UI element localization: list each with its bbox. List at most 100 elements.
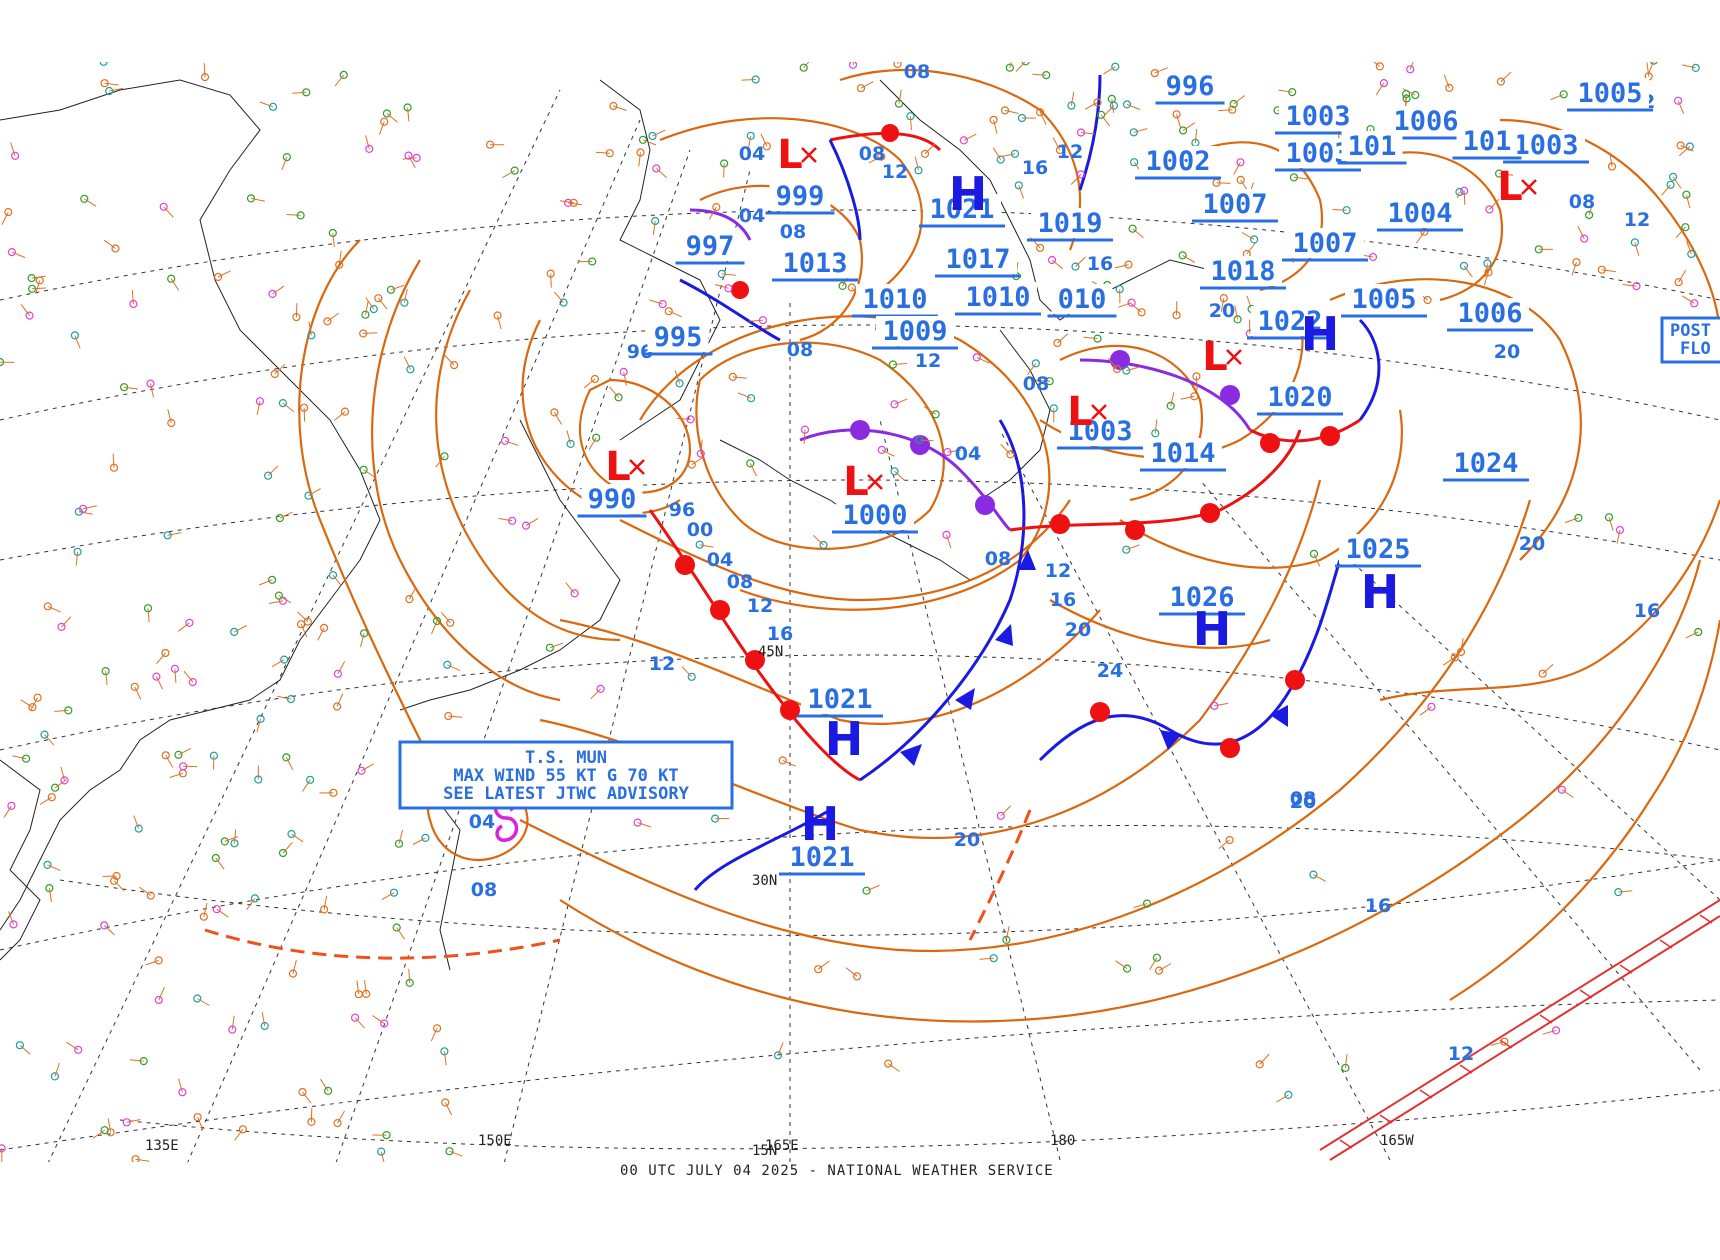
wind-barb [336, 693, 344, 707]
station-dot [1071, 262, 1080, 271]
wind-barb [292, 91, 307, 94]
low-center-symbol: L [1497, 164, 1523, 210]
station-dot [298, 1087, 307, 1097]
wind-barb [748, 319, 763, 322]
wind-barb [246, 898, 256, 910]
pressure-label: 1005 [1341, 284, 1427, 318]
svg-text:1025: 1025 [1345, 534, 1410, 565]
post-box-line-1: POST [1670, 321, 1711, 341]
pressure-label: 1000 [832, 500, 918, 534]
station-dot [324, 1086, 333, 1096]
wind-barb [1233, 95, 1246, 105]
wind-barb [708, 206, 717, 220]
wind-barb [737, 392, 752, 399]
station-dot [100, 921, 109, 930]
pressure-label: 1013 [772, 248, 858, 282]
svg-text:1017: 1017 [945, 244, 1010, 275]
pressure-label: 1021 [919, 194, 1005, 228]
station-dot [1456, 647, 1466, 657]
station-dot [1584, 210, 1594, 220]
station-dot [838, 281, 847, 290]
station-dot [1111, 62, 1120, 71]
wind-barb [291, 833, 304, 843]
station-dot [1500, 1037, 1509, 1046]
wind-barb [234, 1129, 244, 1141]
station-dot [1021, 62, 1030, 66]
svg-text:997: 997 [686, 231, 735, 262]
wind-barb [1601, 269, 1616, 273]
wind-barb [1680, 145, 1694, 152]
wind-barb [282, 842, 293, 854]
wind-barb [10, 142, 16, 156]
isobar-label: 20 [1209, 300, 1235, 322]
station-dot [648, 131, 657, 141]
station-dot [1035, 108, 1045, 117]
wind-barb [1005, 926, 1010, 940]
wind-barb [1409, 62, 1414, 70]
pressure-label: 1007 [1282, 228, 1368, 262]
wind-barb [1276, 1094, 1289, 1103]
station-dot [40, 730, 49, 739]
pressure-label: 1010 [955, 282, 1041, 316]
station-dot [1690, 299, 1699, 308]
station-dot [443, 660, 452, 669]
isobar-label: 16 [767, 623, 793, 645]
wind-barb [327, 312, 339, 322]
station-dot [724, 284, 733, 293]
svg-text:1014: 1014 [1150, 438, 1215, 469]
wind-barb [365, 297, 375, 310]
station-dot [1236, 158, 1245, 167]
svg-text:1006: 1006 [1457, 298, 1522, 329]
wind-barb [1634, 242, 1640, 256]
station-dot [440, 452, 449, 461]
station-dot [658, 300, 667, 309]
station-dot [57, 622, 66, 632]
wind-barb [1052, 137, 1061, 151]
low-center-cross [1226, 349, 1242, 365]
station-dot [303, 617, 312, 626]
wind-barb [103, 925, 115, 936]
wind-barb [203, 63, 206, 78]
isobar-label: 16 [1634, 600, 1660, 622]
wind-barb [1158, 963, 1172, 972]
pressure-label: 1014 [1140, 438, 1226, 472]
station-dot [214, 272, 223, 282]
svg-text:1003: 1003 [1513, 130, 1578, 161]
wind-barb [1313, 553, 1321, 567]
wind-barb [741, 79, 756, 81]
station-dot [569, 198, 578, 207]
lon-label-180: 180 [1050, 1133, 1075, 1149]
wind-barb [1415, 231, 1425, 244]
svg-text:1022: 1022 [1257, 306, 1322, 337]
wind-barb [282, 402, 295, 412]
wind-barb [714, 284, 729, 289]
wind-barb [233, 625, 247, 633]
station-dot [105, 86, 114, 96]
station-dot [320, 905, 329, 914]
wind-barb [11, 251, 26, 258]
station-dot [159, 202, 168, 211]
wind-barb [169, 772, 184, 778]
isobar-label: 16 [1365, 895, 1391, 917]
station-dot [1035, 243, 1045, 252]
station-dot [1676, 141, 1685, 150]
wind-barb [1070, 91, 1075, 106]
station-dot [633, 818, 642, 827]
wind-barb [372, 1015, 385, 1024]
pressure-label: 1003 [1275, 101, 1361, 135]
station-dot [400, 298, 409, 307]
wind-barb [887, 1063, 900, 1072]
isobar-label: 96 [669, 499, 695, 521]
wind-barb [444, 354, 455, 366]
pressure-label: 1021 [779, 842, 865, 876]
station-dot [1005, 63, 1014, 72]
wind-barb [1182, 122, 1196, 131]
wind-barb [356, 980, 360, 995]
station-dot [590, 374, 600, 384]
wind-barb [623, 371, 627, 386]
station-dot [1375, 62, 1384, 71]
wind-barb [224, 836, 239, 842]
isobar-label: 12 [1057, 141, 1083, 163]
wind-barb [723, 163, 725, 178]
station-dot [260, 1021, 269, 1031]
